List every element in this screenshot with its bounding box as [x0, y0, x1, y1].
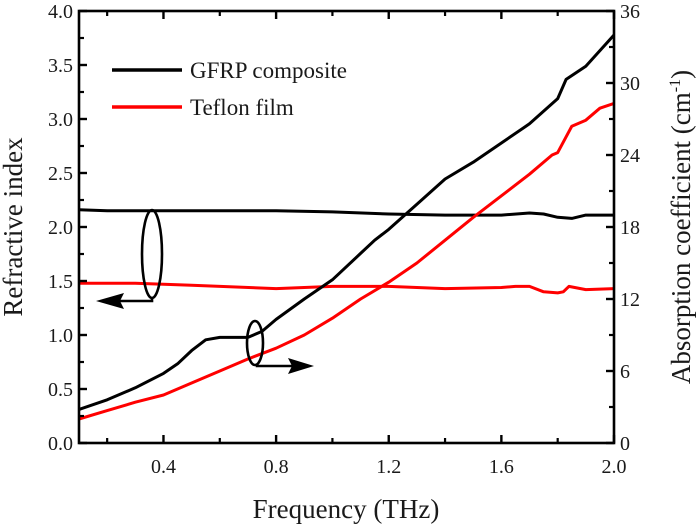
y-axis-right-title-sup: -1	[667, 79, 684, 92]
x-tick-label: 0.4	[151, 456, 176, 478]
y-left-tick-label: 2.0	[48, 217, 73, 239]
series-line-gfrp-composite-refractive-index	[79, 208, 614, 220]
y-left-tick-label: 1.0	[48, 325, 73, 347]
series-line-gfrp-composite-absorption-coefficient	[79, 33, 614, 411]
legend-label-teflon: Teflon film	[190, 95, 294, 120]
x-tick-label: 0.8	[264, 456, 289, 478]
y-left-tick-label: 0.5	[48, 379, 73, 401]
x-tick-label: 1.2	[376, 456, 401, 478]
y-axis-right-title-end: )	[666, 70, 696, 79]
y-axis-right-title: Absorption coefficient (cm-1)	[666, 70, 696, 384]
series-line-teflon-film-refractive-index	[79, 281, 614, 295]
y-axis-left-title: Refractive index	[0, 137, 28, 317]
right-arrow-head-icon	[288, 358, 314, 374]
left-axis-arrow-line	[112, 298, 154, 303]
y-right-tick-label: 0	[620, 433, 630, 455]
legend: GFRP composite Teflon film	[112, 58, 347, 120]
right-axis-arrow-line	[255, 364, 296, 368]
y-left-tick-label: 3.0	[48, 109, 73, 131]
y-right-tick-label: 36	[620, 1, 640, 23]
y-left-tick-label: 3.5	[48, 55, 73, 77]
annotation-layer	[96, 208, 314, 374]
x-tick-label: 1.6	[489, 456, 514, 478]
y-left-tick-label: 4.0	[48, 1, 73, 23]
labels-layer: 0.4 0.8 1.2 1.6 2.0 0.0 0.5 1.0 1.5 2.0 2.5 3.0 3.5 4…	[48, 1, 640, 478]
x-tick-label: 2.0	[602, 456, 627, 478]
y-right-tick-label: 18	[620, 217, 640, 239]
y-right-tick-label: 6	[620, 361, 630, 383]
absorption-ellipse	[245, 319, 265, 367]
y-left-tick-label: 2.5	[48, 163, 73, 185]
left-arrow-head-icon	[96, 293, 124, 309]
y-right-tick-label: 30	[620, 73, 640, 95]
y-right-tick-label: 24	[620, 145, 640, 167]
legend-label-gfrp: GFRP composite	[190, 58, 347, 83]
y-right-tick-label: 12	[620, 289, 640, 311]
series-line-teflon-film-absorption-coefficient	[79, 101, 614, 421]
y-left-tick-label: 1.5	[48, 271, 73, 293]
series-layer	[79, 33, 614, 421]
y-axis-right-title-main: Absorption coefficient (cm	[666, 92, 696, 384]
ticks-layer	[79, 9, 616, 445]
x-axis-title: Frequency (THz)	[253, 494, 440, 524]
y-left-tick-label: 0.0	[48, 433, 73, 455]
